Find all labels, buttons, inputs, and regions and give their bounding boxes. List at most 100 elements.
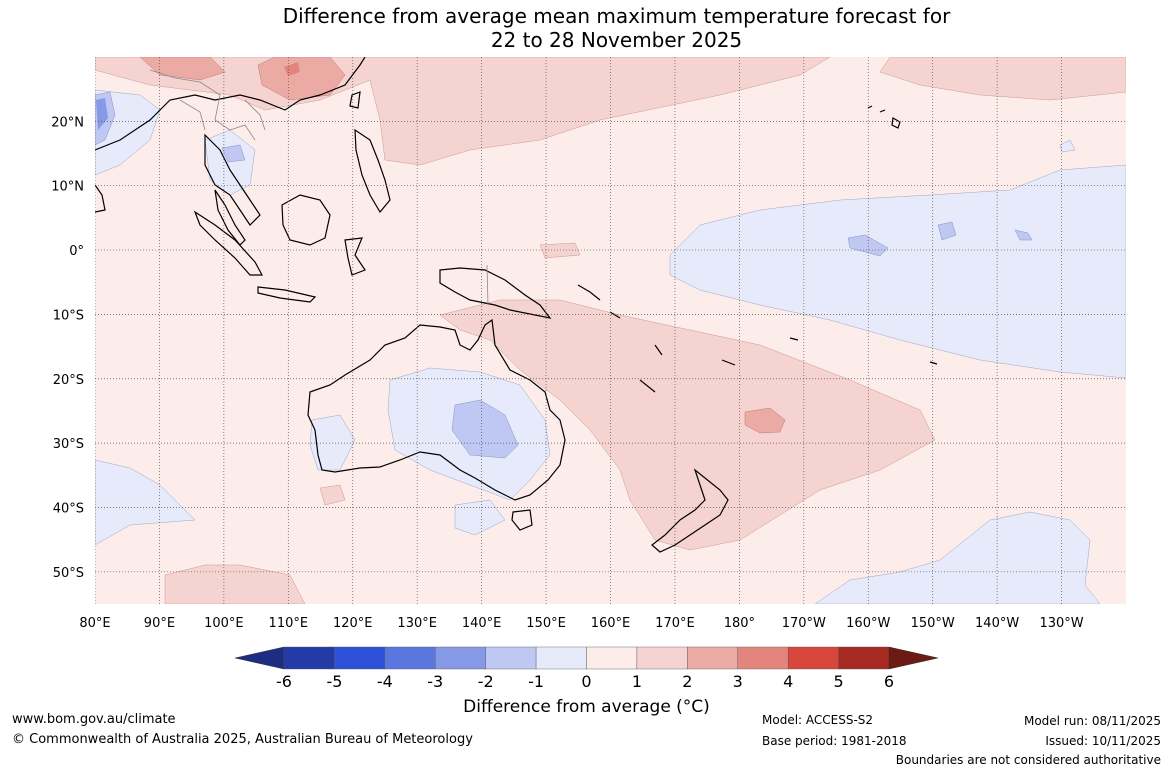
model-name: Model: ACCESS-S2 (762, 713, 874, 727)
colorbar-tick-label: -4 (377, 672, 393, 691)
colorbar-tick-label: 3 (733, 672, 743, 691)
colorbar-swatch (687, 646, 738, 670)
australia-coast (307, 318, 566, 501)
longitude-label: 170°E (655, 616, 695, 631)
longitude-label: 90°E (144, 616, 175, 631)
hawaii-coast (867, 105, 901, 129)
colorbar-over-arrow (888, 646, 939, 670)
taiwan-coast (349, 91, 361, 109)
anomaly-minus1-to-0-pacific (669, 164, 1126, 379)
colorbar-label: Difference from average (°C) (463, 697, 710, 717)
colorbar-swatch (435, 646, 486, 670)
issued-date: Issued: 10/11/2025 (1045, 734, 1161, 748)
colorbar-tick-label: 1 (632, 672, 642, 691)
latitude-label: 20°S (53, 373, 84, 388)
malay-coast (214, 189, 246, 246)
new-guinea-coast (439, 267, 552, 319)
latitude-label: 30°S (53, 437, 84, 452)
colorbar-swatch (737, 646, 789, 670)
anomaly-minus2-to-minus1-pacific-a (847, 234, 889, 257)
colorbar-tick-label: -2 (478, 672, 494, 691)
latitude-label: 0° (69, 244, 84, 259)
anomaly-minus1-to-0-southern-ocean (95, 459, 196, 546)
latitude-label: 10°N (51, 180, 84, 195)
longitude-label: 110°E (269, 616, 309, 631)
colorbar-tick-label: 0 (581, 672, 591, 691)
latitude-labels: 20°N 10°N 0° 10°S 20°S 30°S 40°S 50°S (51, 115, 84, 580)
longitude-label: 130°W (1039, 616, 1083, 631)
colorbar-ticks: -6 -5 -4 -3 -2 -1 0 1 2 3 4 5 6 (276, 672, 894, 691)
longitude-label: 120°E (333, 616, 373, 631)
anomaly-minus3-to-minus2-india (96, 98, 108, 130)
colorbar-tick-label: -3 (427, 672, 443, 691)
anomaly-minus1-to-0-west-australia (309, 414, 356, 471)
longitude-label: 180° (724, 616, 755, 631)
longitude-label: 160°W (846, 616, 890, 631)
anomaly-2-to-3-china (257, 57, 346, 101)
longitude-label: 80°E (79, 616, 110, 631)
anomaly-1-to-2-south (164, 564, 306, 604)
coastlines (95, 57, 938, 553)
longitude-label: 140°W (975, 616, 1019, 631)
colorbar-tick-label: 2 (682, 672, 692, 691)
colorbar-swatch (535, 646, 587, 670)
colorbar-under-arrow (234, 646, 285, 670)
colorbar-swatch (586, 646, 638, 670)
longitude-label: 150°W (911, 616, 955, 631)
latitude-label: 20°N (51, 115, 84, 130)
longitude-label: 150°E (526, 616, 566, 631)
colorbar-swatch (485, 646, 537, 670)
colorbar-tick-label: -6 (276, 672, 292, 691)
longitude-label: 100°E (204, 616, 244, 631)
anomaly-minus2-to-minus1-australia (451, 399, 519, 459)
latitude-label: 40°S (53, 501, 84, 516)
anomaly-minus1-to-0-tasmania-sea (454, 499, 506, 536)
asia-coast (95, 57, 366, 226)
anomaly-1-to-2-equator (539, 242, 581, 259)
anomaly-minus2-to-minus1-indochina (221, 144, 246, 163)
colorbar-tick-label: 4 (783, 672, 793, 691)
longitude-label: 140°E (462, 616, 502, 631)
colorbar-swatch (334, 646, 386, 670)
colorbar-swatch (283, 646, 335, 670)
border-lines (149, 69, 489, 306)
anomaly-1-to-2-northeast (879, 57, 1126, 101)
colorbar-tick-label: 5 (833, 672, 843, 691)
anomaly-2-to-3-pacific (744, 407, 786, 434)
latitude-label: 10°S (53, 308, 84, 323)
map-title: Difference from average mean maximum tem… (0, 4, 1173, 52)
graticule (95, 57, 1126, 604)
colorbar (234, 646, 939, 670)
title-line-2: 22 to 28 November 2025 (490, 28, 743, 52)
java-coast (257, 286, 317, 303)
anomaly-1-to-2-tasman (439, 299, 936, 551)
title-line-1: Difference from average mean maximum tem… (282, 4, 951, 28)
boundary-disclaimer: Boundaries are not considered authoritat… (895, 753, 1161, 767)
sumatra-coast (193, 210, 264, 276)
anomaly-minus1-to-0-south-pacific (814, 511, 1101, 604)
colorbar-tick-label: -5 (326, 672, 342, 691)
colorbar-tick-label: 6 (884, 672, 894, 691)
map-panel (95, 57, 1126, 604)
forecast-map: 20°N 10°N 0° 10°S 20°S 30°S 40°S 50°S 80°E 90°E 1… (51, 57, 1126, 691)
tasmania-coast (511, 509, 533, 531)
colorbar-swatch (787, 646, 839, 670)
borneo-coast (281, 194, 331, 246)
base-period: Base period: 1981-2018 (762, 734, 907, 748)
site-url[interactable]: www.bom.gov.au/climate (12, 712, 176, 727)
new-zealand-coast (651, 468, 729, 553)
colorbar-tick-label: -1 (528, 672, 544, 691)
latitude-label: 50°S (53, 566, 84, 581)
anomaly-1-to-2-bight (319, 484, 346, 506)
longitude-label: 170°W (782, 616, 826, 631)
anomaly-minus1-to-0-islet (1059, 139, 1076, 153)
colorbar-swatch (838, 646, 890, 670)
anomaly-minus2-to-minus1-pacific-c (1014, 229, 1033, 241)
model-run-date: Model run: 08/11/2025 (1023, 714, 1161, 728)
pacific-islands-coast (577, 284, 938, 393)
colorbar-swatch (636, 646, 688, 670)
longitude-label: 160°E (591, 616, 631, 631)
anomaly-minus2-to-minus1-pacific-b (937, 221, 957, 241)
colorbar-swatch (384, 646, 436, 670)
country-borders (149, 69, 489, 306)
